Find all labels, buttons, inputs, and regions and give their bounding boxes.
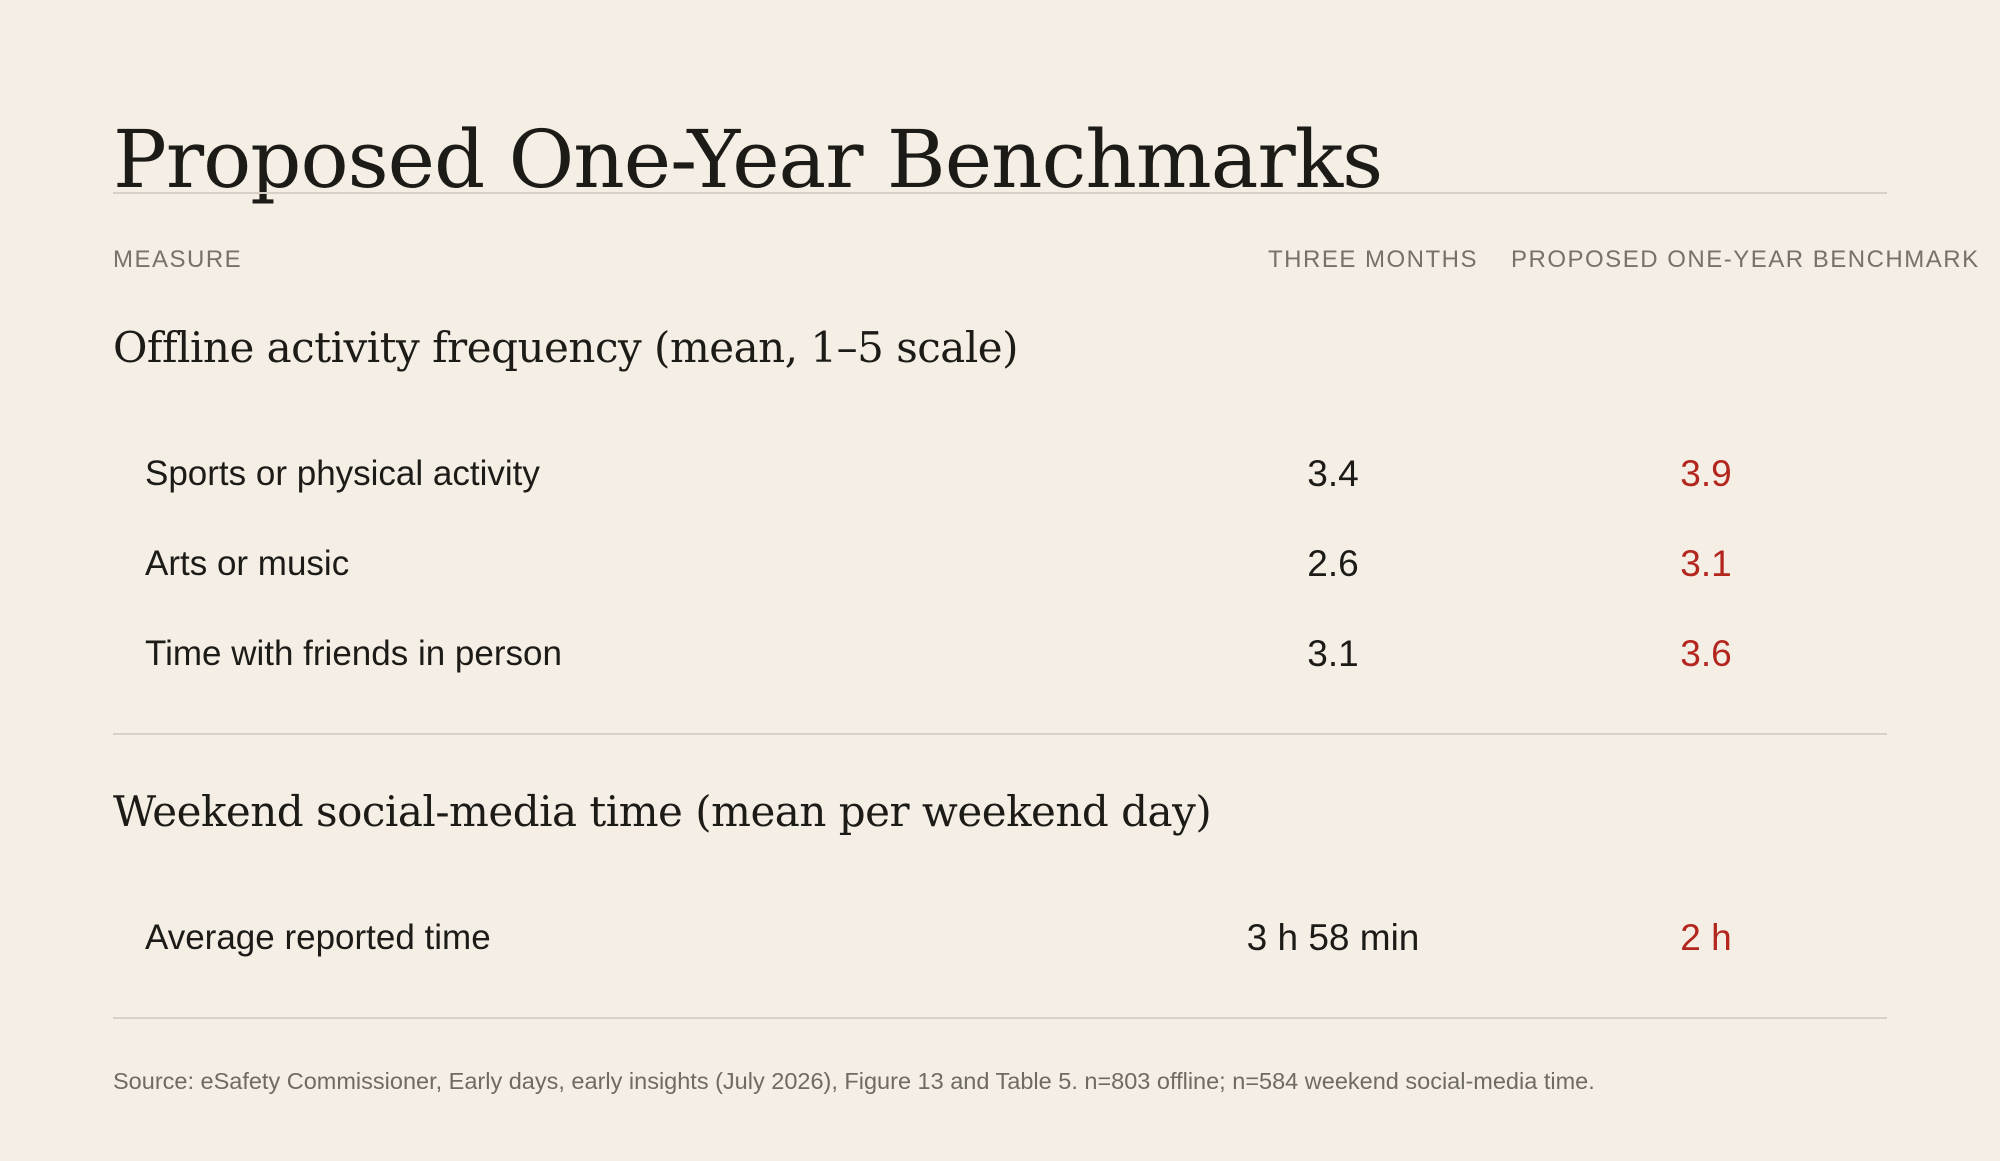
section-heading-weekend-social-media: Weekend social-media time (mean per week… (113, 787, 1212, 836)
column-header-three-months: THREE MONTHS (1268, 246, 1478, 273)
three-months-value: 3.1 (1307, 633, 1359, 674)
row-label: Arts or music (145, 544, 350, 583)
benchmark-value: 3.6 (1680, 633, 1732, 674)
benchmark-value: 2 h (1680, 917, 1732, 958)
three-months-value: 3.4 (1307, 453, 1359, 494)
column-header-benchmark: PROPOSED ONE-YEAR BENCHMARK (1511, 246, 1980, 273)
benchmark-value: 3.1 (1680, 543, 1732, 584)
row-label: Time with friends in person (145, 634, 562, 673)
row-label: Average reported time (145, 918, 491, 957)
page-title: Proposed One-Year Benchmarks (113, 112, 1383, 206)
benchmark-value: 3.9 (1680, 453, 1732, 494)
benchmarks-document: Proposed One-Year Benchmarks MEASURE THR… (113, 0, 1978, 1161)
source-note: Source: eSafety Commissioner, Early days… (113, 1068, 1595, 1094)
three-months-value: 2.6 (1307, 543, 1359, 584)
row-label: Sports or physical activity (145, 454, 540, 493)
column-header-measure: MEASURE (113, 246, 243, 273)
three-months-value: 3 h 58 min (1246, 917, 1420, 958)
section-heading-offline-activity: Offline activity frequency (mean, 1–5 sc… (113, 323, 1019, 372)
section-divider (113, 733, 1887, 735)
footer-divider (113, 1017, 1887, 1019)
title-divider (113, 192, 1887, 194)
